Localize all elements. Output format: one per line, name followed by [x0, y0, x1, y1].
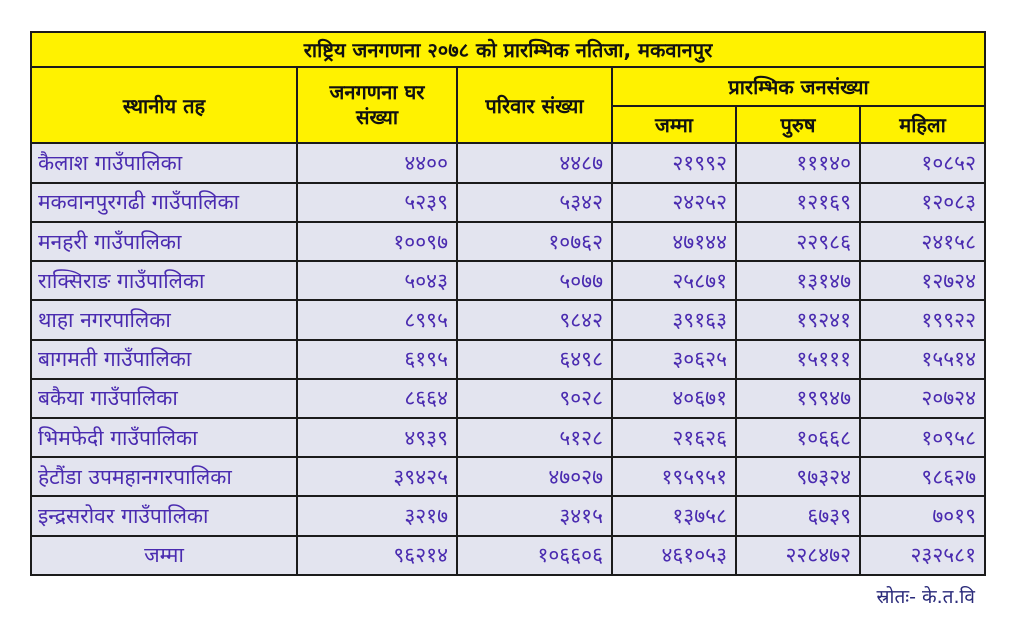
table-row: इन्द्रसरोवर गाउँपालिका ३२१७ ३४१५ १३७५८ ६७३९ ७… [30, 495, 987, 537]
municipality-name: थाहा नगरपालिका [30, 299, 298, 341]
male-cell: १२१६९ [735, 181, 861, 223]
header-families: परिवार संख्या [456, 66, 613, 145]
female-cell: १५५१४ [858, 338, 987, 380]
header-households: जनगणना घर संख्या [296, 66, 458, 145]
table-title: राष्ट्रिय जनगणना २०७८ को प्रारम्भिक नतिज… [29, 30, 987, 69]
table-body: कैलाश गाउँपालिका ४४०० ४४८७ २१९९२ १११४० १०८५२ म… [30, 142, 987, 537]
families-cell: ५१२८ [456, 417, 613, 459]
households-cell: ६१९५ [296, 338, 458, 380]
total-row: जम्मा ९६२१४ १०६६०६ ४६१०५३ २२८४७२ २३२५८१ [30, 534, 987, 577]
header-local-level: स्थानीय तह [30, 66, 298, 145]
title-row: राष्ट्रिय जनगणना २०७८ को प्रारम्भिक नतिज… [29, 30, 987, 69]
households-cell: ४४०० [296, 142, 458, 184]
population-total-cell: ३०६२५ [611, 338, 737, 380]
families-cell: ९८४२ [456, 299, 613, 341]
population-total-cell: २५८७१ [611, 260, 737, 302]
population-total-cell: २१९९२ [611, 142, 737, 184]
male-cell: ९७३२४ [735, 456, 861, 498]
households-cell: ८६६४ [296, 377, 458, 420]
total-label: जम्मा [30, 534, 298, 577]
table-row: बकैया गाउँपालिका ८६६४ ९०२८ ४०६७१ १९९४७ २०७२४ [30, 377, 987, 420]
households-cell: ५०४३ [296, 260, 458, 302]
male-cell: १०६६८ [735, 417, 861, 459]
female-cell: ९८६२७ [858, 456, 987, 498]
total-households: ९६२१४ [296, 534, 458, 577]
population-total-cell: ३९१६३ [611, 299, 737, 341]
male-cell: १११४० [735, 142, 861, 184]
households-cell: ३२१७ [296, 495, 458, 537]
municipality-name: मकवानपुरगढी गाउँपालिका [30, 181, 298, 223]
header-male: पुरुष [735, 105, 861, 145]
municipality-name: मनहरी गाउँपालिका [30, 220, 298, 263]
table-row: राक्सिराङ गाउँपालिका ५०४३ ५०७७ २५८७१ १३१४७ १२… [30, 260, 987, 302]
female-cell: १२०८३ [858, 181, 987, 223]
table-row: थाहा नगरपालिका ८९९५ ९८४२ ३९१६३ १९२४१ १९९२२ [30, 299, 987, 341]
total-population: ४६१०५३ [611, 534, 737, 577]
table-row: मनहरी गाउँपालिका १००९७ १०७६२ ४७१४४ २२९८६ २४१५… [30, 220, 987, 263]
families-cell: ९०२८ [456, 377, 613, 420]
households-cell: १००९७ [296, 220, 458, 263]
families-cell: ६४९८ [456, 338, 613, 380]
municipality-name: इन्द्रसरोवर गाउँपालिका [30, 495, 298, 537]
total-families: १०६६०६ [456, 534, 613, 577]
header-row: स्थानीय तह जनगणना घर संख्या परिवार संख्य… [30, 66, 987, 145]
header-total: जम्मा [611, 105, 737, 145]
male-cell: १९२४१ [735, 299, 861, 341]
header-female: महिला [858, 105, 987, 145]
population-total-cell: २४२५२ [611, 181, 737, 223]
total-male: २२८४७२ [735, 534, 861, 577]
male-cell: १९९४७ [735, 377, 861, 420]
table-row: बागमती गाउँपालिका ६१९५ ६४९८ ३०६२५ १५१११ १५५१४ [30, 338, 987, 380]
table-row: भिमफेदी गाउँपालिका ४९३९ ५१२८ २१६२६ १०६६८ १०९५… [30, 417, 987, 459]
total-female: २३२५८१ [858, 534, 987, 577]
households-cell: ३९४२५ [296, 456, 458, 498]
table-row: कैलाश गाउँपालिका ४४०० ४४८७ २१९९२ १११४० १०८५२ [30, 142, 987, 184]
municipality-name: बकैया गाउँपालिका [30, 377, 298, 420]
female-cell: १२७२४ [858, 260, 987, 302]
header-households-line1: जनगणना घर [329, 80, 425, 105]
population-total-cell: ४७१४४ [611, 220, 737, 263]
female-cell: ७०१९ [858, 495, 987, 537]
table-row: मकवानपुरगढी गाउँपालिका ५२३९ ५३४२ २४२५२ १२१६९… [30, 181, 987, 223]
male-cell: १३१४७ [735, 260, 861, 302]
male-cell: ६७३९ [735, 495, 861, 537]
male-cell: २२९८६ [735, 220, 861, 263]
municipality-name: भिमफेदी गाउँपालिका [30, 417, 298, 459]
female-cell: २४१५८ [858, 220, 987, 263]
municipality-name: हेटौंडा उपमहानगरपालिका [30, 456, 298, 498]
families-cell: १०७६२ [456, 220, 613, 263]
population-total-cell: २१६२६ [611, 417, 737, 459]
families-cell: ३४१५ [456, 495, 613, 537]
female-cell: १०८५२ [858, 142, 987, 184]
households-cell: ५२३९ [296, 181, 458, 223]
subheader-row: जम्मा पुरुष महिला [31, 105, 987, 145]
families-cell: ४७०२७ [456, 456, 613, 498]
municipality-name: राक्सिराङ गाउँपालिका [30, 260, 298, 302]
female-cell: १९९२२ [858, 299, 987, 341]
households-cell: ८९९५ [296, 299, 458, 341]
municipality-name: बागमती गाउँपालिका [30, 338, 298, 380]
header-households-line2: संख्या [356, 105, 398, 130]
female-cell: २०७२४ [858, 377, 987, 420]
population-total-cell: १९५९५१ [611, 456, 737, 498]
female-cell: १०९५८ [858, 417, 987, 459]
municipality-name: कैलाश गाउँपालिका [30, 142, 298, 184]
families-cell: ५०७७ [456, 260, 613, 302]
table-row: हेटौंडा उपमहानगरपालिका ३९४२५ ४७०२७ १९५९५१ ९७… [30, 456, 987, 498]
header-population-group: प्रारम्भिक जनसंख्या [610, 66, 987, 108]
population-total-cell: १३७५८ [611, 495, 737, 537]
source-note: स्रोतः- के.त.वि [876, 586, 975, 608]
families-cell: ४४८७ [456, 142, 613, 184]
census-table: राष्ट्रिय जनगणना २०७८ को प्रारम्भिक नतिज… [29, 30, 987, 577]
families-cell: ५३४२ [456, 181, 613, 223]
male-cell: १५१११ [735, 338, 861, 380]
population-total-cell: ४०६७१ [611, 377, 737, 420]
households-cell: ४९३९ [296, 417, 458, 459]
